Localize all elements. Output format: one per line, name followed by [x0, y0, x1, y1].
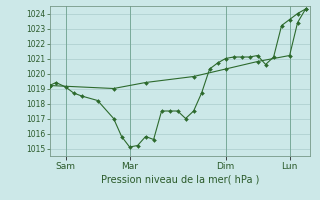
X-axis label: Pression niveau de la mer( hPa ): Pression niveau de la mer( hPa )	[101, 175, 259, 185]
